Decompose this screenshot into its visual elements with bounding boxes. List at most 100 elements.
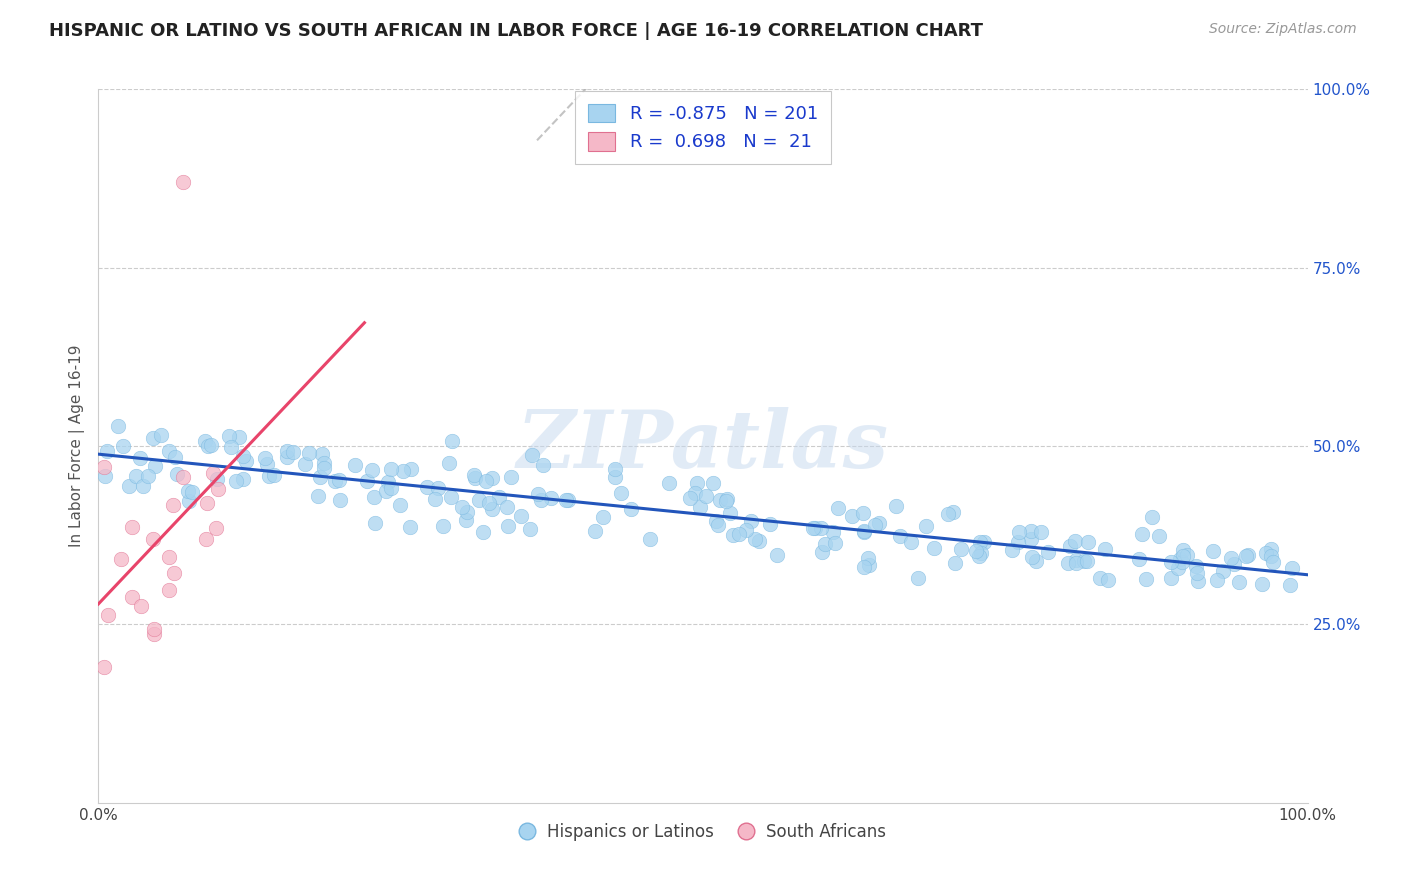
Point — [938, 507, 960, 521]
Point — [276, 450, 298, 464]
Point — [311, 447, 333, 461]
Point — [329, 493, 352, 508]
Point — [425, 492, 447, 507]
Point — [121, 520, 143, 534]
Point — [1090, 571, 1112, 585]
Point — [967, 549, 990, 563]
Point — [142, 626, 165, 640]
Point — [811, 545, 834, 559]
Point — [609, 485, 631, 500]
Point — [605, 470, 627, 484]
Point — [853, 560, 876, 574]
Point — [312, 456, 335, 470]
Point — [309, 470, 332, 484]
Point — [689, 500, 711, 514]
Point — [263, 468, 285, 483]
Point — [868, 516, 890, 530]
Point — [344, 458, 367, 473]
Point — [364, 516, 387, 530]
Point — [943, 557, 966, 571]
Point — [475, 475, 498, 489]
Point — [298, 446, 321, 460]
Point — [205, 473, 228, 487]
Point — [380, 462, 402, 476]
Point — [949, 541, 972, 556]
Point — [1220, 551, 1243, 566]
Point — [519, 522, 541, 536]
Point — [704, 514, 727, 528]
Point — [942, 505, 965, 519]
Point — [1064, 556, 1087, 570]
Point — [1212, 564, 1234, 578]
Point — [283, 445, 305, 459]
Point — [720, 506, 742, 520]
Point — [531, 458, 554, 473]
Text: HISPANIC OR LATINO VS SOUTH AFRICAN IN LABOR FORCE | AGE 16-19 CORRELATION CHART: HISPANIC OR LATINO VS SOUTH AFRICAN IN L… — [49, 22, 983, 40]
Point — [202, 466, 225, 480]
Legend: Hispanics or Latinos, South Africans: Hispanics or Latinos, South Africans — [513, 817, 893, 848]
Point — [471, 524, 494, 539]
Point — [1173, 549, 1195, 563]
Point — [177, 494, 200, 508]
Point — [821, 525, 844, 540]
Point — [162, 498, 184, 512]
Point — [1202, 543, 1225, 558]
Point — [93, 460, 115, 475]
Point — [603, 461, 626, 475]
Point — [858, 558, 880, 573]
Point — [363, 490, 385, 504]
Point — [495, 500, 517, 514]
Point — [766, 548, 789, 562]
Point — [1007, 535, 1029, 549]
Point — [814, 536, 837, 550]
Point — [1227, 574, 1250, 589]
Point — [1031, 524, 1053, 539]
Point — [388, 499, 411, 513]
Point — [136, 469, 159, 483]
Point — [1263, 555, 1285, 569]
Point — [356, 474, 378, 488]
Point — [225, 474, 247, 488]
Point — [1008, 525, 1031, 540]
Point — [1021, 550, 1043, 565]
Point — [695, 489, 717, 503]
Point — [748, 534, 770, 549]
Point — [157, 582, 180, 597]
Point — [143, 622, 166, 636]
Point — [195, 532, 218, 546]
Point — [1175, 549, 1198, 563]
Point — [499, 469, 522, 483]
Point — [557, 492, 579, 507]
Text: ZIPatlas: ZIPatlas — [517, 408, 889, 484]
Point — [1130, 527, 1153, 541]
Point — [1281, 561, 1303, 575]
Point — [709, 493, 731, 508]
Point — [361, 463, 384, 477]
Point — [863, 518, 886, 533]
Point — [125, 468, 148, 483]
Point — [583, 524, 606, 539]
Point — [195, 496, 218, 510]
Point — [205, 521, 228, 535]
Point — [439, 490, 461, 504]
Point — [1073, 554, 1095, 568]
Point — [527, 487, 550, 501]
Point — [142, 431, 165, 445]
Point — [1036, 545, 1059, 559]
Point — [328, 473, 350, 487]
Point — [1097, 573, 1119, 587]
Point — [478, 496, 501, 510]
Point — [810, 521, 832, 535]
Point — [1057, 557, 1080, 571]
Point — [1187, 574, 1209, 589]
Point — [1064, 553, 1087, 567]
Point — [94, 468, 117, 483]
Point — [740, 514, 762, 528]
Point — [488, 490, 510, 504]
Point — [110, 552, 132, 566]
Point — [451, 500, 474, 515]
Point — [509, 508, 531, 523]
Point — [827, 500, 849, 515]
Point — [824, 536, 846, 550]
Point — [530, 492, 553, 507]
